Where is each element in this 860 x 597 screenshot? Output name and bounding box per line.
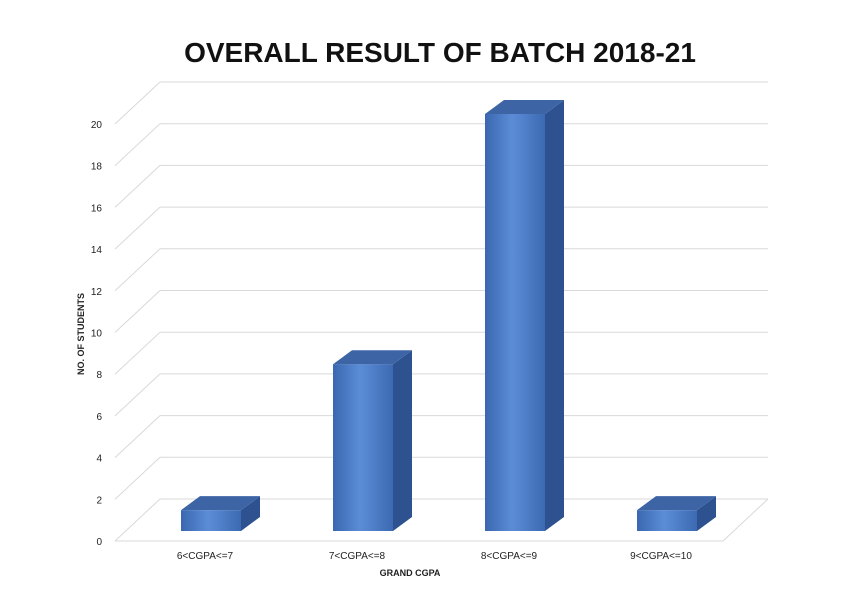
- bar-front: [181, 510, 241, 531]
- bar-side: [393, 350, 412, 531]
- bar-top: [333, 350, 412, 365]
- y-tick-label: 6: [96, 412, 102, 423]
- x-tick-label: 7<CGPA<=8: [329, 551, 386, 562]
- y-tick-label: 14: [91, 245, 103, 256]
- bar: [637, 496, 716, 531]
- y-tick-label: 0: [96, 537, 102, 548]
- bar: [333, 350, 412, 531]
- y-tick-label: 12: [91, 287, 103, 298]
- gridline-diagonal: [114, 415, 161, 458]
- bar: [485, 100, 564, 531]
- y-tick-label: 8: [96, 370, 102, 381]
- floor-right-edge: [722, 498, 769, 542]
- bars: [181, 100, 716, 531]
- x-tick-label: 8<CGPA<=9: [481, 551, 538, 562]
- bar-front: [333, 364, 393, 531]
- y-axis-ticks: 0 2 4 6 8 10 12 14 16 18 20: [91, 120, 103, 548]
- bar-top: [181, 496, 260, 511]
- gridline-diagonal: [114, 81, 161, 125]
- gridline-diagonal: [114, 456, 161, 500]
- gridline-diagonal: [114, 331, 161, 375]
- bar-side: [545, 100, 564, 531]
- x-tick-label: 9<CGPA<=10: [630, 551, 692, 562]
- x-axis-label: GRAND CGPA: [380, 568, 441, 578]
- gridline-diagonal: [114, 373, 161, 417]
- gridline-diagonal: [114, 165, 161, 208]
- y-tick-label: 10: [91, 329, 103, 340]
- chart-title: OVERALL RESULT OF BATCH 2018-21: [184, 37, 696, 68]
- bar-side: [241, 496, 260, 531]
- y-tick-label: 20: [91, 120, 103, 131]
- bar: [181, 496, 260, 531]
- bar-side: [697, 496, 716, 531]
- y-tick-label: 16: [91, 203, 103, 214]
- bar-top: [485, 100, 564, 114]
- bar-front: [637, 510, 697, 531]
- y-tick-label: 18: [91, 162, 103, 173]
- bar-top: [637, 496, 716, 511]
- x-axis-ticks: 6<CGPA<=7 7<CGPA<=8 8<CGPA<=9 9<CGPA<=10: [177, 551, 692, 562]
- gridline-diagonal: [114, 206, 161, 250]
- gridline-diagonal: [114, 498, 161, 542]
- gridline-diagonal: [114, 290, 161, 333]
- bar-front: [485, 114, 545, 531]
- y-axis-label: NO. OF STUDENTS: [76, 293, 86, 375]
- gridlines: [114, 81, 769, 542]
- y-tick-label: 4: [96, 454, 102, 465]
- x-tick-label: 6<CGPA<=7: [177, 551, 234, 562]
- gridline-diagonal: [114, 123, 161, 167]
- y-tick-label: 2: [96, 495, 102, 506]
- gridline-diagonal: [114, 248, 161, 292]
